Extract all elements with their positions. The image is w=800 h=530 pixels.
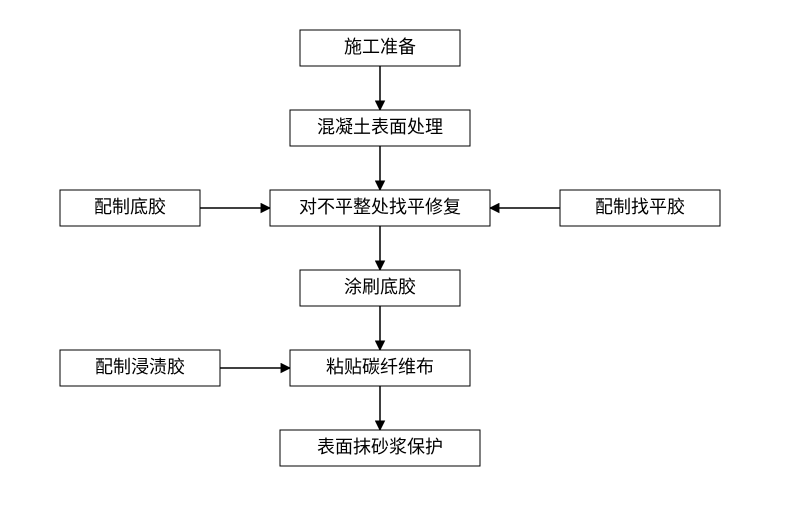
flowchart-canvas: 施工准备混凝土表面处理对不平整处找平修复 配制底胶 配制找平胶涂刷底胶粘贴碳纤维布 配… bbox=[0, 0, 800, 530]
flow-node: 表面抹砂浆保护 bbox=[280, 430, 480, 466]
flow-node: 混凝土表面处理 bbox=[290, 110, 470, 146]
flow-node: 配制浸渍胶 bbox=[60, 350, 220, 386]
flow-node-label: 混凝土表面处理 bbox=[317, 117, 443, 137]
flow-node: 配制找平胶 bbox=[560, 190, 720, 226]
flow-node-label: 粘贴碳纤维布 bbox=[326, 357, 434, 377]
flow-node-label: 表面抹砂浆保护 bbox=[317, 437, 443, 457]
flow-node: 对不平整处找平修复 bbox=[270, 190, 490, 226]
flow-node-label: 配制找平胶 bbox=[595, 197, 685, 217]
flow-node-label: 配制底胶 bbox=[94, 197, 166, 217]
flow-node: 施工准备 bbox=[300, 30, 460, 66]
flow-node: 粘贴碳纤维布 bbox=[290, 350, 470, 386]
flow-node-label: 配制浸渍胶 bbox=[95, 357, 185, 377]
flow-node-label: 涂刷底胶 bbox=[344, 277, 416, 297]
flow-node: 涂刷底胶 bbox=[300, 270, 460, 306]
flow-node-label: 施工准备 bbox=[344, 37, 416, 57]
flow-node-label: 对不平整处找平修复 bbox=[299, 197, 461, 217]
flow-node: 配制底胶 bbox=[60, 190, 200, 226]
